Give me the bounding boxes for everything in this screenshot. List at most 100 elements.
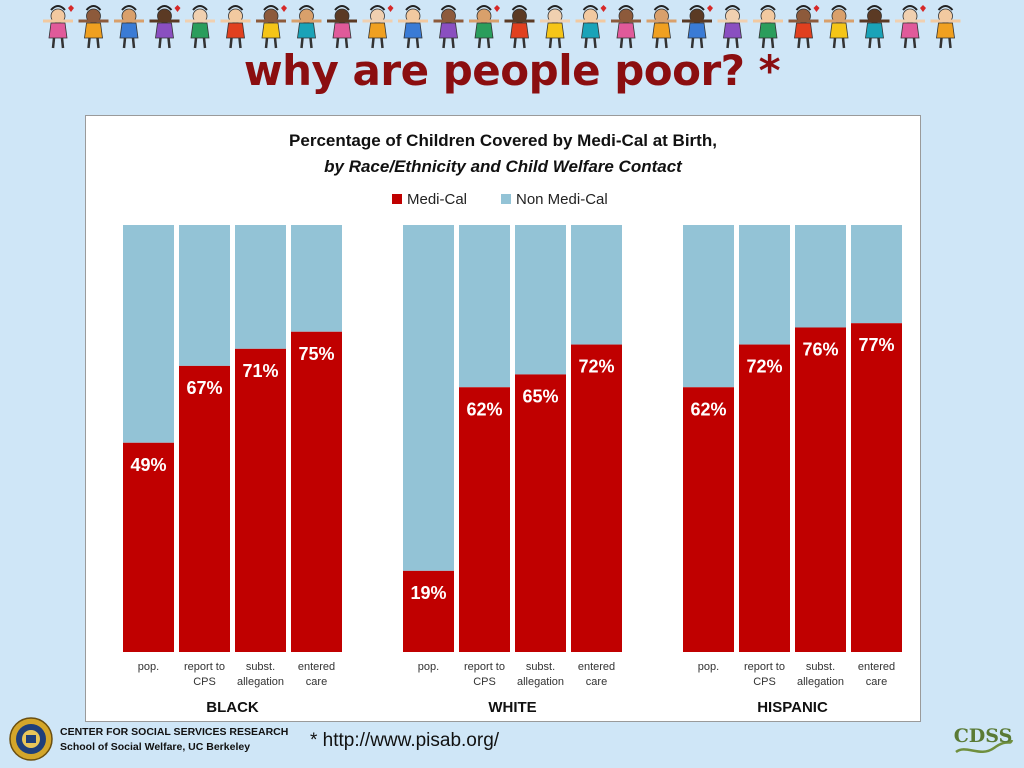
footnote-link[interactable]: * http://www.pisab.org/ xyxy=(310,730,500,751)
paper-doll-child-icon xyxy=(469,5,500,49)
bar-medi-cal xyxy=(235,348,286,652)
bar-medi-cal xyxy=(795,327,846,652)
category-tick-label: care xyxy=(306,676,327,688)
category-tick-label: pop. xyxy=(138,661,159,673)
bar-medi-cal xyxy=(571,344,622,652)
chart-subtitle: by Race/Ethnicity and Child Welfare Cont… xyxy=(324,157,683,176)
paper-doll-child-icon xyxy=(575,5,607,49)
paper-doll-child-icon xyxy=(646,5,677,49)
paper-doll-children-banner xyxy=(40,4,984,54)
bar-non-medi-cal xyxy=(851,225,902,324)
legend-label-medi-cal: Medi-Cal xyxy=(407,191,467,208)
data-label: 75% xyxy=(298,344,334,364)
paper-doll-child-icon xyxy=(682,5,713,49)
stacked-bar-chart: Percentage of Children Covered by Medi-C… xyxy=(123,131,902,716)
group-label: HISPANIC xyxy=(757,699,828,716)
paper-doll-child-icon xyxy=(930,5,961,49)
bar-medi-cal xyxy=(683,387,734,652)
bar-medi-cal xyxy=(403,570,454,652)
bar-non-medi-cal xyxy=(459,225,510,388)
bar-medi-cal xyxy=(851,323,902,652)
category-tick-label: subst. xyxy=(526,661,555,673)
category-tick-label: CPS xyxy=(753,676,776,688)
paper-doll-child-icon xyxy=(540,5,570,49)
bar-medi-cal xyxy=(179,365,230,652)
category-tick-label: allegation xyxy=(797,676,844,688)
paper-doll-child-icon xyxy=(220,5,251,49)
paper-doll-child-icon xyxy=(504,5,535,49)
category-tick-label: allegation xyxy=(517,676,564,688)
paper-doll-child-icon xyxy=(895,5,926,49)
paper-doll-child-icon xyxy=(78,5,109,49)
data-label: 62% xyxy=(690,399,726,419)
data-label: 49% xyxy=(130,455,166,475)
group-label: BLACK xyxy=(206,699,259,716)
data-label: 62% xyxy=(466,399,502,419)
data-label: 77% xyxy=(858,335,894,355)
legend-swatch-medi-cal xyxy=(392,194,402,204)
paper-doll-child-icon xyxy=(788,5,820,49)
category-tick-label: care xyxy=(866,676,887,688)
paper-doll-child-icon xyxy=(256,5,287,49)
legend-label-non-medi-cal: Non Medi-Cal xyxy=(516,191,608,208)
bar-medi-cal xyxy=(123,442,174,652)
bar-non-medi-cal xyxy=(291,225,342,332)
category-tick-label: pop. xyxy=(698,661,719,673)
bar-medi-cal xyxy=(459,387,510,652)
bar-non-medi-cal xyxy=(515,225,566,375)
paper-doll-child-icon xyxy=(114,5,144,49)
category-tick-label: entered xyxy=(858,661,895,673)
paper-doll-child-icon xyxy=(717,5,748,49)
paper-doll-child-icon xyxy=(149,5,181,49)
bar-medi-cal xyxy=(291,331,342,652)
category-tick-label: subst. xyxy=(246,661,275,673)
data-label: 72% xyxy=(578,357,614,377)
data-label: 76% xyxy=(802,339,838,359)
category-tick-label: care xyxy=(586,676,607,688)
footer-organization: CENTER FOR SOCIAL SERVICES RESEARCH Scho… xyxy=(8,716,308,766)
bar-non-medi-cal xyxy=(739,225,790,345)
paper-doll-child-icon xyxy=(43,5,74,49)
bar-non-medi-cal xyxy=(795,225,846,328)
bar-medi-cal xyxy=(739,344,790,652)
bar-non-medi-cal xyxy=(235,225,286,349)
data-label: 19% xyxy=(410,583,446,603)
category-tick-label: CPS xyxy=(193,676,216,688)
paper-doll-child-icon xyxy=(753,5,783,49)
paper-doll-child-icon xyxy=(291,5,322,49)
chart-title: Percentage of Children Covered by Medi-C… xyxy=(289,131,717,150)
paper-doll-child-icon xyxy=(859,5,890,49)
cdss-logo: CDSS xyxy=(954,725,1014,754)
org-name: CENTER FOR SOCIAL SERVICES RESEARCH xyxy=(60,726,289,738)
chart-panel: Percentage of Children Covered by Medi-C… xyxy=(85,115,921,722)
data-label: 67% xyxy=(186,378,222,398)
category-tick-label: subst. xyxy=(806,661,835,673)
category-tick-label: entered xyxy=(578,661,615,673)
paper-doll-child-icon xyxy=(362,5,394,49)
uc-seal-icon xyxy=(9,717,53,761)
category-tick-label: report to xyxy=(184,661,225,673)
bar-non-medi-cal xyxy=(683,225,734,388)
category-tick-label: report to xyxy=(744,661,785,673)
paper-doll-child-icon xyxy=(398,5,428,49)
category-tick-label: allegation xyxy=(237,676,284,688)
bar-non-medi-cal xyxy=(179,225,230,366)
category-tick-label: CPS xyxy=(473,676,496,688)
paper-doll-child-icon xyxy=(327,5,357,49)
group-label: WHITE xyxy=(488,699,536,716)
bar-non-medi-cal xyxy=(571,225,622,345)
category-tick-label: entered xyxy=(298,661,335,673)
bar-medi-cal xyxy=(515,374,566,652)
data-label: 65% xyxy=(522,386,558,406)
paper-doll-child-icon xyxy=(611,5,641,49)
paper-doll-child-icon xyxy=(824,5,854,49)
category-tick-label: report to xyxy=(464,661,505,673)
cdss-logo-text: CDSS xyxy=(954,725,1013,747)
category-tick-label: pop. xyxy=(418,661,439,673)
data-label: 71% xyxy=(242,361,278,381)
bar-non-medi-cal xyxy=(403,225,454,571)
slide-title: why are people poor? * xyxy=(243,46,781,95)
data-label: 72% xyxy=(746,357,782,377)
legend-swatch-non-medi-cal xyxy=(501,194,511,204)
paper-doll-child-icon xyxy=(185,5,215,49)
